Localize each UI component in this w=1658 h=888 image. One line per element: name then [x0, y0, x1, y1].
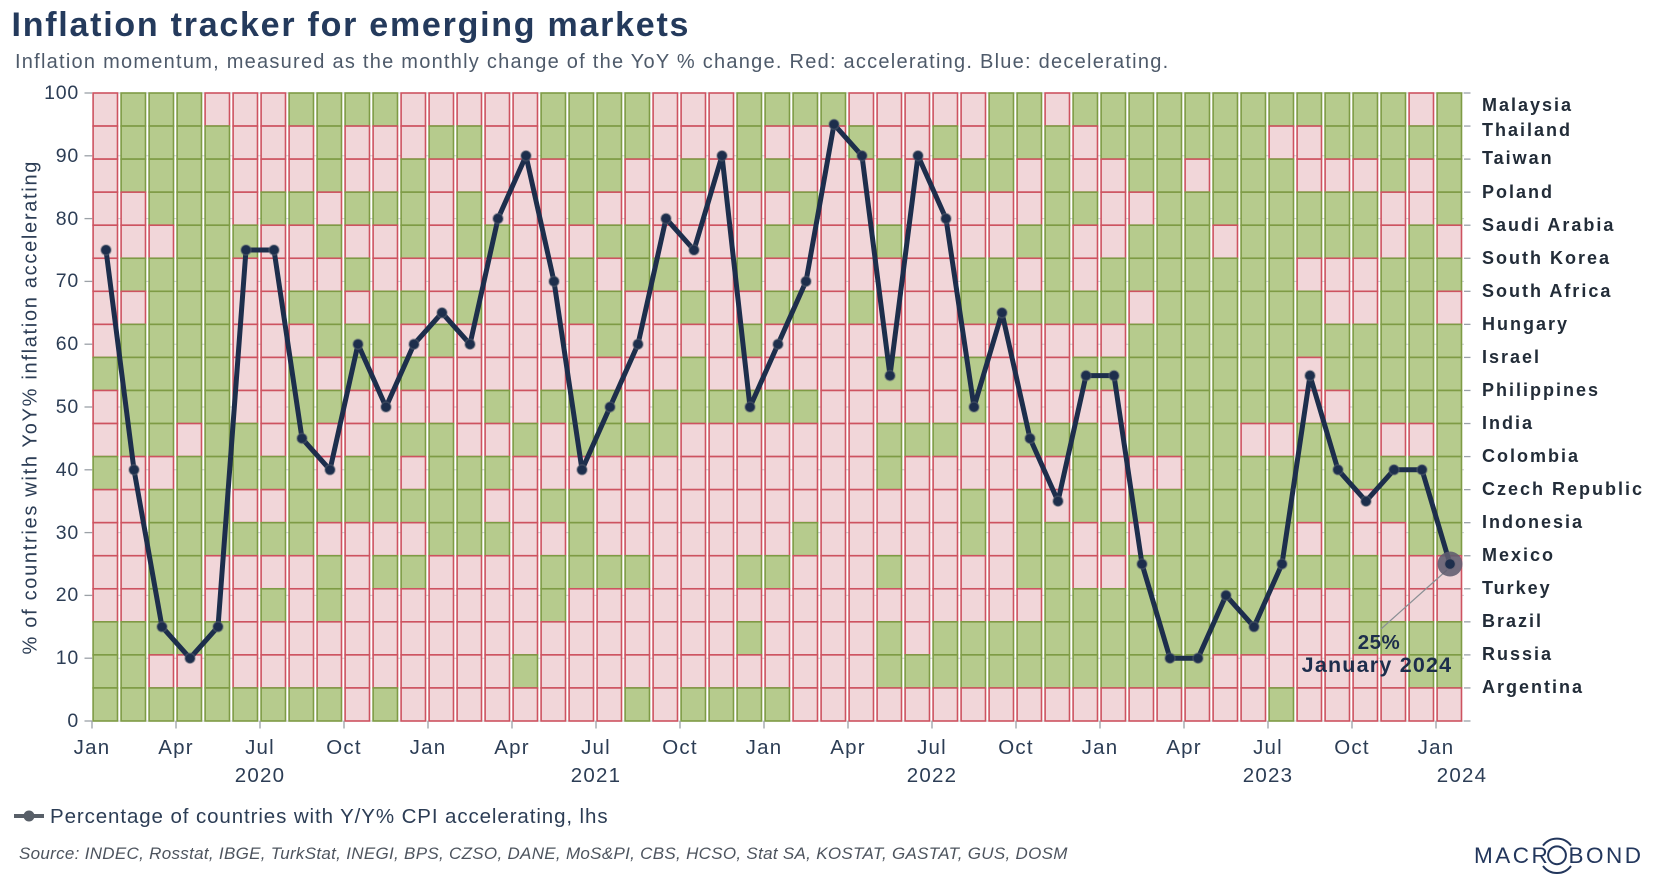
svg-text:BOND: BOND [1569, 843, 1644, 868]
svg-text:MACR: MACR [1474, 843, 1550, 868]
